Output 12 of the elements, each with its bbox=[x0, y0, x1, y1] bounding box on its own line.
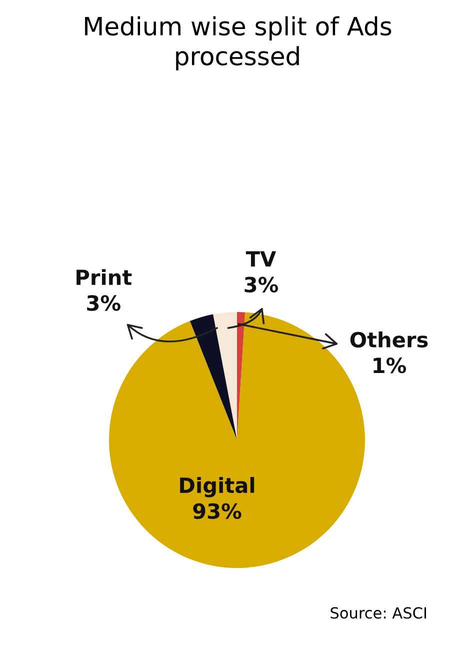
data-label: 3% bbox=[244, 276, 278, 292]
slice-label: Digital bbox=[180, 476, 254, 498]
data-label: 93% bbox=[193, 503, 242, 519]
pie-slice bbox=[190, 314, 237, 440]
source-note: Source: ASCI bbox=[330, 607, 426, 619]
slice-label: TV bbox=[246, 251, 276, 266]
data-label: 1% bbox=[374, 358, 406, 374]
chart-title: Medium wise split of Ads processed bbox=[85, 16, 392, 70]
pie-slice bbox=[213, 312, 237, 440]
slice-label: Others bbox=[350, 331, 428, 348]
slice-label: Print bbox=[76, 269, 132, 285]
data-label: 3% bbox=[87, 295, 120, 311]
